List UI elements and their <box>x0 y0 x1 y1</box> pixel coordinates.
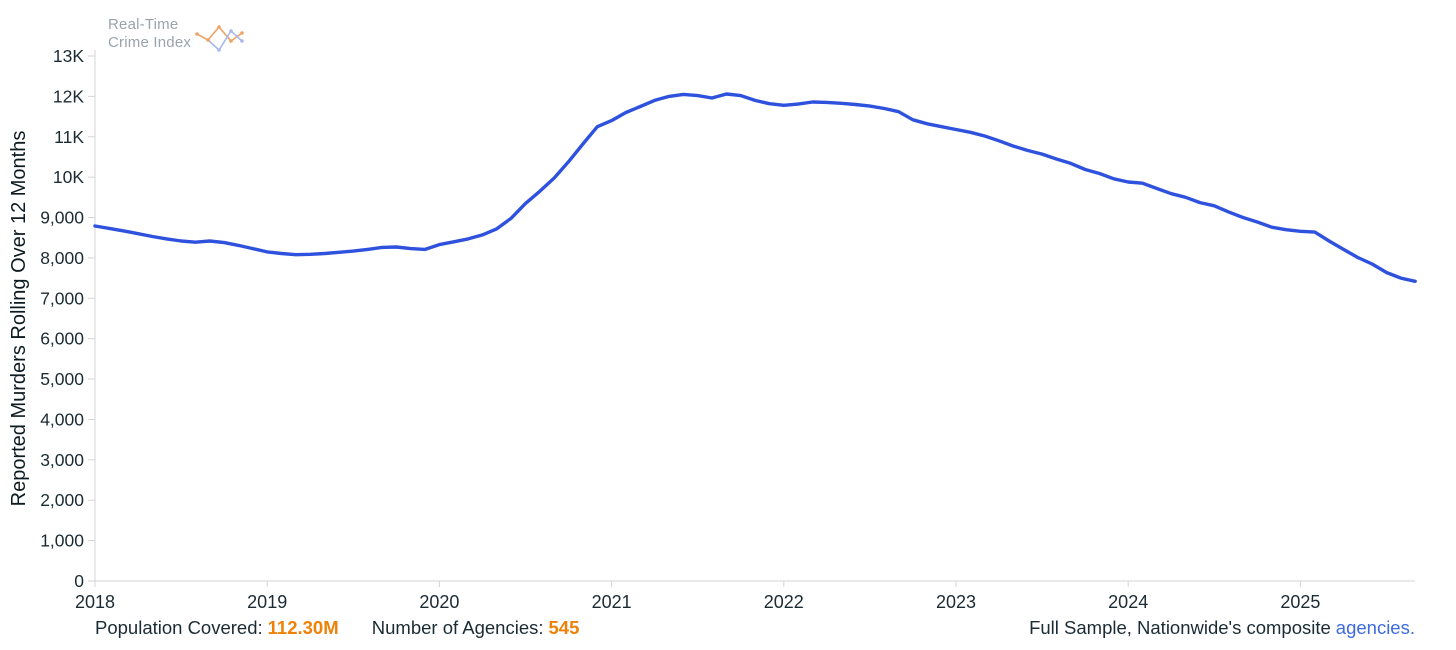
y-tick-label: 2,000 <box>40 490 84 510</box>
x-tick-label: 2019 <box>247 592 287 612</box>
population-covered-value: 112.30M <box>267 617 339 638</box>
y-axis-title: Reported Murders Rolling Over 12 Months <box>8 131 30 507</box>
y-tick-label: 4,000 <box>40 409 84 429</box>
sample-note: Full Sample, Nationwide's composite agenc… <box>1029 617 1415 639</box>
logo-chart-icon <box>195 25 244 52</box>
population-covered: Population Covered: 112.30M <box>95 617 339 638</box>
y-tick-label: 7,000 <box>40 288 84 308</box>
x-tick-label: 2018 <box>75 592 115 612</box>
y-tick-label: 0 <box>74 571 84 591</box>
x-tick-label: 2022 <box>764 592 804 612</box>
y-tick-label: 6,000 <box>40 329 84 349</box>
logo-line1: Real-Time <box>108 16 179 33</box>
murders-series-line <box>93 92 1417 283</box>
y-tick-label: 11K <box>54 127 84 147</box>
agencies-link[interactable]: agencies. <box>1335 617 1415 638</box>
agencies-count-label: Number of Agencies: <box>371 617 544 638</box>
y-tick-label: 1,000 <box>40 531 84 551</box>
x-tick-label: 2023 <box>936 592 976 612</box>
agencies-count-value: 545 <box>548 617 580 638</box>
rtci-logo: Real-Time Crime Index <box>108 16 247 54</box>
population-covered-label: Population Covered: <box>95 617 263 638</box>
y-tick-label: 8,000 <box>40 248 84 268</box>
y-tick-label: 5,000 <box>40 369 84 389</box>
footer-stats: Population Covered: 112.30M Number of Age… <box>95 617 579 639</box>
y-tick-label: 12K <box>53 86 84 106</box>
logo-line2: Crime Index <box>108 34 192 51</box>
y-tick-label: 13K <box>53 46 84 66</box>
x-tick-label: 2024 <box>1108 592 1148 612</box>
agencies-count: Number of Agencies: 545 <box>372 617 580 638</box>
y-tick-label: 9,000 <box>40 208 84 228</box>
sample-description: Full Sample, Nationwide's composite <box>1029 617 1331 638</box>
chart-footer: Population Covered: 112.30M Number of Age… <box>0 617 1456 643</box>
x-tick-label: 2021 <box>592 592 632 612</box>
x-tick-label: 2025 <box>1280 592 1320 612</box>
x-tick-label: 2020 <box>419 592 459 612</box>
y-tick-label: 3,000 <box>40 450 84 470</box>
y-tick-label: 10K <box>53 167 84 187</box>
